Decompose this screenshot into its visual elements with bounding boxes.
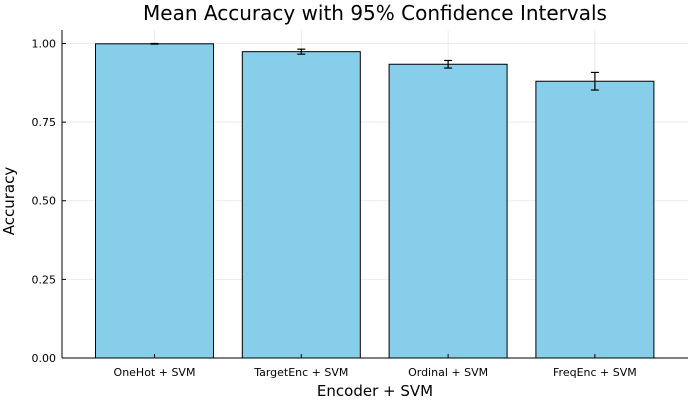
y-axis-label: Accuracy: [0, 167, 18, 236]
x-tick-label: Ordinal + SVM: [408, 366, 488, 379]
ticks-layer: 0.00 0.25 0.50 0.75 1.00 OneHot + SVM TargetEn…: [32, 37, 637, 379]
x-axis-label: Encoder + SVM: [317, 382, 433, 400]
y-tick-label: 1.00: [32, 37, 57, 50]
x-tick-label: FreqEnc + SVM: [553, 366, 637, 379]
axes-layer: [61, 30, 688, 359]
error-bars-layer: [150, 42, 599, 91]
y-tick-label: 0.50: [32, 195, 57, 208]
chart-title: Mean Accuracy with 95% Confidence Interv…: [143, 1, 607, 25]
bar: [241, 51, 361, 359]
bar: [95, 43, 214, 359]
x-tick-label: OneHot + SVM: [114, 366, 196, 379]
y-tick-label: 0.25: [32, 273, 57, 286]
error-bar: [444, 59, 453, 69]
y-tick-label: 0.00: [32, 352, 57, 365]
y-tick-label: 0.75: [32, 116, 57, 129]
error-bar: [297, 48, 306, 55]
error-bar: [590, 71, 599, 91]
bars-layer: [95, 43, 655, 359]
x-tick-label: TargetEnc + SVM: [253, 366, 348, 379]
error-bar: [150, 42, 159, 45]
bar: [388, 63, 508, 359]
bar: [535, 80, 655, 359]
